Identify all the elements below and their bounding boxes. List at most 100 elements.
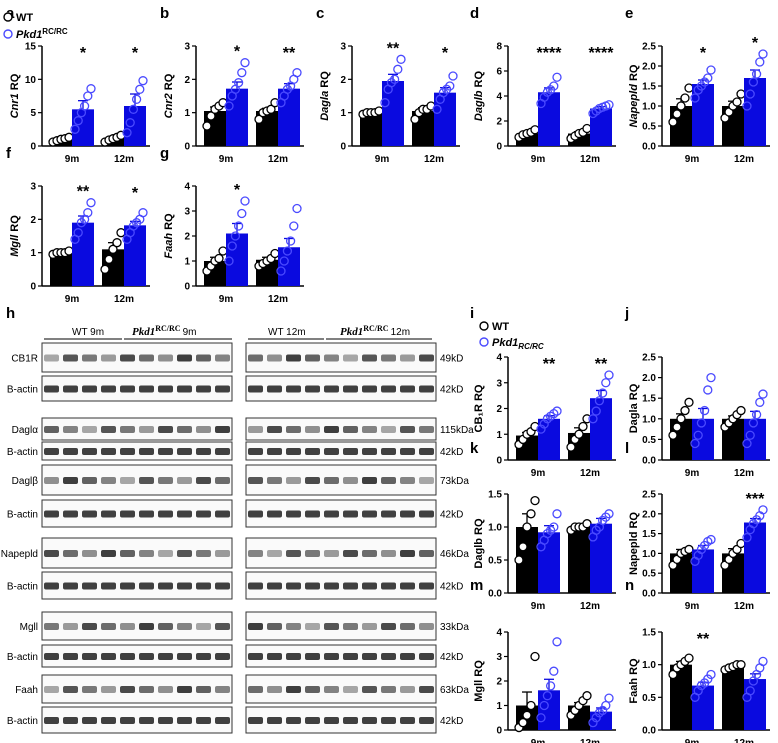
blot-row-6: Napepld 46kDa [1,537,469,569]
data-point-mut [552,72,562,82]
bar-mut-12m [434,92,456,146]
blot-band [324,477,339,484]
y-tick-label: 6 [496,67,502,78]
blot-band [215,448,230,455]
y-tick-label: 1 [30,248,36,259]
blot-band [381,426,396,433]
blot-band [82,426,97,433]
data-point-mut [758,505,768,515]
y-tick-label: 0.0 [642,726,656,737]
blot-band [248,653,263,660]
blot-band [215,653,230,660]
y-tick-label: 2 [340,75,346,86]
blot-row-7: B-actin 42kD [7,571,463,600]
data-point-mut [131,94,142,104]
blot-band [196,686,211,693]
y-tick-label: 3 [184,207,190,218]
blot-band [158,426,173,433]
x-tick-label: 12m [734,468,754,479]
data-point-mut [79,101,90,111]
data-point-mut [552,406,562,416]
bar-wt-9m [50,252,72,286]
panel-label-m: m [470,577,483,594]
y-tick-label: 10 [25,75,37,86]
blot-band [400,717,415,724]
blot-band [419,477,434,484]
blot-band [196,582,211,590]
data-point-mut [237,208,247,219]
bar-mut-12m [590,398,612,460]
blot-band [139,582,154,590]
data-point-wt [530,495,540,506]
data-point-mut [539,419,549,429]
significance-marker: **** [589,45,615,62]
y-tick-label: 1.5 [642,529,656,540]
blot-band [267,385,282,393]
group-label-mut9-age: 9m [183,327,197,338]
significance-marker: * [132,185,139,202]
blot-band [63,623,78,630]
significance-marker: * [234,182,241,199]
blot-band [177,717,192,724]
blot-band [82,550,97,557]
blot-band [400,448,415,455]
blot-band [419,623,434,630]
blot-row-size: 63kDa [440,685,469,696]
legend-i-mut-text: Pkd1RC/RC [492,337,544,351]
y-tick-label: 1.5 [488,490,502,501]
y-tick-label: 0 [30,282,36,293]
y-tick-label: 0.5 [642,569,656,580]
data-point-wt [680,405,690,416]
blot-band [400,477,415,484]
blot-band [196,717,211,724]
x-tick-label: 12m [114,154,134,165]
blot-band [400,385,415,393]
data-point-mut [699,405,710,416]
data-point-wt [112,238,122,248]
data-point-mut [233,78,244,88]
y-axis-label-unit: RQ [9,215,21,235]
blot-band [400,354,415,362]
y-tick-label: 1.0 [642,660,656,671]
data-point-mut [706,65,716,75]
blot-band [419,550,434,557]
data-point-wt [108,244,118,254]
data-point-wt [518,718,528,728]
blot-band [362,582,377,590]
data-point-wt [672,109,682,119]
blot-band [177,477,192,484]
blot-band [362,354,377,362]
y-axis-label-m: Mgll RQ [473,660,485,702]
blot-row-0: CB1R 49kD [11,342,463,373]
blot-band [267,653,282,660]
blot-band [158,385,173,393]
data-point-mut [227,241,237,251]
data-point-mut [751,69,762,79]
significance-marker: ** [697,631,710,648]
chart-panel-c: c 0 1 2 3 Dagla RQ 9m ** 12m * [316,5,460,165]
data-point-wt [522,710,532,720]
data-point-mut [591,713,601,723]
group-label-mut12-name: Pkd1 [340,326,363,338]
blot-band [177,623,192,630]
data-point-mut [604,370,614,380]
blot-band [139,426,154,433]
panel-label-b: b [160,5,169,22]
blot-row-1: B-actin 42kD [7,375,463,402]
data-point-mut [396,54,406,64]
significance-marker: ** [387,40,400,57]
data-point-mut [389,74,400,84]
blot-band [158,653,173,660]
data-point-mut [237,68,247,78]
blot-band [248,448,263,455]
data-point-mut [542,691,553,701]
blot-band [267,426,282,433]
data-point-mut [742,438,752,449]
blot-row-label: Mgll [20,622,38,633]
blot-row-label: Faah [15,685,38,696]
blot-band [196,354,211,362]
y-tick-label: 4 [496,92,502,103]
blot-band [305,510,320,518]
blot-band [343,550,358,557]
